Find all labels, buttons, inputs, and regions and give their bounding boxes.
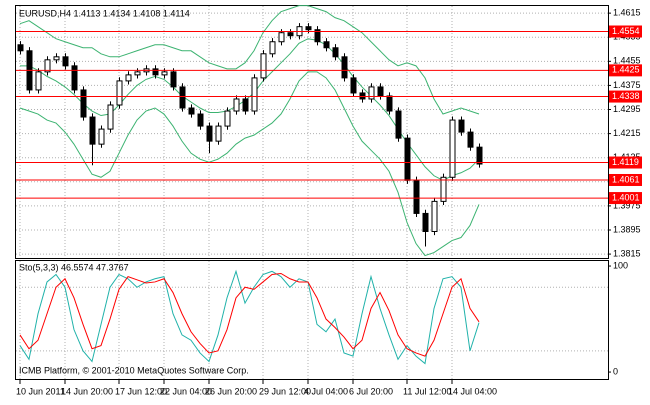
- x-tick-label: 17 Jun 12:00: [115, 386, 167, 396]
- candle-body: [314, 29, 321, 43]
- y-tick-label: 100: [613, 260, 628, 270]
- candle-body: [233, 98, 240, 112]
- x-tick-label: 14 Jun 20:00: [61, 386, 113, 396]
- x-tick-label: 26 Jun 20:00: [205, 386, 257, 396]
- level-label: 1.4425: [612, 65, 640, 75]
- candle-body: [134, 71, 141, 76]
- candle-body: [125, 74, 132, 82]
- y-tick-label: 1.3815: [613, 248, 641, 258]
- candle-body: [206, 125, 213, 142]
- candle-body: [395, 110, 402, 139]
- candle-body: [161, 71, 168, 76]
- candle-body: [431, 200, 438, 232]
- candle-body: [98, 128, 105, 145]
- level-label-box: [609, 64, 642, 77]
- stochastic-line: [19, 272, 480, 357]
- level-label-box: [609, 25, 642, 38]
- candle-body: [17, 44, 24, 52]
- candle-body: [80, 89, 87, 118]
- candle-body: [152, 68, 159, 76]
- level-label: 1.4119: [612, 157, 639, 167]
- candle-body: [62, 56, 69, 67]
- candle-body: [422, 212, 429, 232]
- candle-body: [215, 125, 222, 142]
- indicator-title: Sto(5,3,3) 46.5574 47.3767: [19, 262, 129, 272]
- candle-body: [323, 41, 330, 49]
- chart-title: EURUSD,H4 1.4113 1.4134 1.4108 1.4114: [19, 8, 190, 18]
- candle-body: [170, 71, 177, 88]
- level-label: 1.4338: [612, 91, 640, 101]
- candle-body: [449, 119, 456, 178]
- candle-body: [305, 26, 312, 31]
- candle-body: [242, 98, 249, 112]
- bollinger-band: [19, 71, 480, 257]
- y-tick-label: 1.3895: [613, 224, 641, 234]
- x-tick-label: 22 Jun 04:00: [160, 386, 212, 396]
- candle-body: [89, 116, 96, 145]
- x-tick-label: 10 Jun 2011: [16, 386, 65, 396]
- level-label-box: [609, 90, 642, 103]
- main-panel-frame: [15, 5, 609, 259]
- candle-body: [251, 77, 258, 112]
- sub-panel-frame: [15, 260, 609, 380]
- candle-body: [413, 179, 420, 214]
- level-label: 1.4554: [612, 26, 640, 36]
- marks: [16, 5, 608, 365]
- candle-body: [287, 32, 294, 37]
- candle-body: [458, 119, 465, 133]
- x-tick-label: 4 Jul 04:00: [304, 386, 348, 396]
- candle-body: [260, 53, 267, 79]
- candle-body: [224, 110, 231, 127]
- candle-body: [341, 56, 348, 79]
- candle-body: [188, 107, 195, 115]
- candle-body: [278, 32, 285, 43]
- y-tick-label: 1.4295: [613, 104, 641, 114]
- x-tick-label: 29 Jun 12:00: [259, 386, 311, 396]
- candle-body: [107, 104, 114, 130]
- candle-body: [350, 77, 357, 94]
- candle-body: [44, 59, 51, 73]
- candle-body: [359, 92, 366, 100]
- candle-body: [404, 137, 411, 181]
- footer: ICMB Platform, © 2001-2010 MetaQuotes So…: [19, 365, 249, 375]
- candle-body: [269, 41, 276, 55]
- level-label-box: [609, 192, 642, 205]
- y-tick-label: 0: [613, 366, 618, 376]
- candle-body: [332, 47, 339, 58]
- candle-body: [116, 80, 123, 106]
- x-tick-label: 11 Jul 12:00: [403, 386, 451, 396]
- candle-body: [179, 86, 186, 109]
- bollinger-band: [19, 5, 480, 115]
- y-tick-label: 1.4215: [613, 128, 641, 138]
- candle-body: [368, 86, 375, 100]
- candle-body: [53, 56, 60, 61]
- x-tick-label: 6 Jul 20:00: [349, 386, 393, 396]
- candle-body: [440, 176, 447, 202]
- y-tick-label: 1.4375: [613, 80, 641, 90]
- y-tick-label: 1.3975: [613, 200, 641, 210]
- level-label: 1.4061: [612, 174, 640, 184]
- y-tick-label: 1.4455: [613, 56, 641, 66]
- candle-body: [35, 71, 42, 91]
- level-label-box: [609, 156, 642, 169]
- x-tick-label: 14 Jul 04:00: [448, 386, 497, 396]
- candle-body: [476, 146, 483, 165]
- candle-body: [377, 86, 384, 97]
- level-label: 1.4001: [612, 192, 640, 202]
- candle-body: [467, 131, 474, 148]
- candle-body: [386, 95, 393, 112]
- candle-body: [71, 65, 78, 91]
- y-tick-label: 1.4615: [613, 8, 641, 18]
- candle-body: [197, 113, 204, 127]
- level-label-box: [609, 173, 642, 186]
- stochastic-line: [19, 269, 480, 365]
